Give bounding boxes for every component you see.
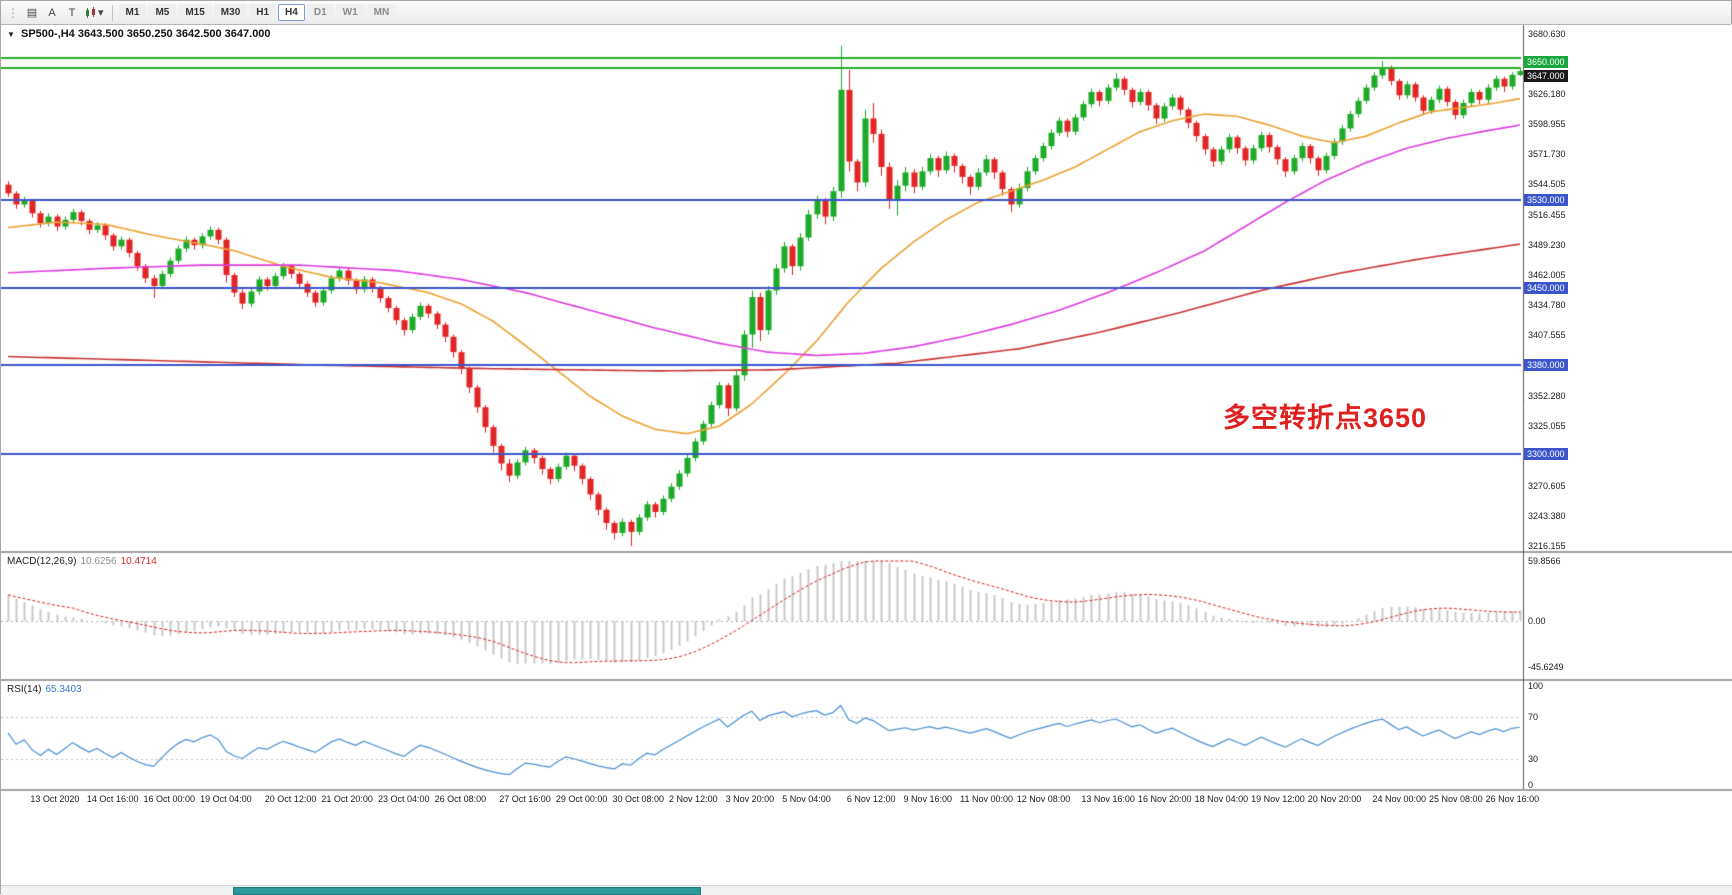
toolbar: ⋮ ▤ A T ▾ M1 M5 M15 M30 H1 H4 D1 W1 MN xyxy=(1,1,1731,25)
time-tick-label: 25 Nov 08:00 xyxy=(1429,794,1483,804)
rsi-value: 65.3403 xyxy=(45,684,82,695)
price-chart-canvas[interactable] xyxy=(1,24,1732,792)
rsi-indicator-label: RSI(14) 65.3403 xyxy=(7,684,82,695)
chevron-down-icon: ▾ xyxy=(98,7,104,19)
timeframe-button-m5[interactable]: M5 xyxy=(148,4,177,21)
timeframe-button-m1[interactable]: M1 xyxy=(118,4,147,21)
timeframe-button-h1[interactable]: H1 xyxy=(249,4,277,21)
symbol-period-label: SP500-,H4 xyxy=(20,28,75,40)
candlestick-chart-icon xyxy=(86,6,95,18)
time-tick-label: 16 Nov 20:00 xyxy=(1137,794,1192,804)
grid-icon: ▤ xyxy=(26,7,38,19)
macd-main-value: 10.6256 xyxy=(80,556,117,567)
chart-symbol-title: ▼ SP500-,H4 3643.500 3650.250 3642.500 3… xyxy=(7,28,271,40)
timeframe-button-m15[interactable]: M15 xyxy=(178,4,212,21)
time-tick-label: 23 Oct 04:00 xyxy=(377,794,430,804)
timeframe-button-m30[interactable]: M30 xyxy=(213,4,248,21)
time-tick-label: 30 Oct 08:00 xyxy=(612,794,664,804)
timeframe-button-mn[interactable]: MN xyxy=(366,4,397,21)
timeframe-button-h4[interactable]: H4 xyxy=(278,4,305,21)
chart-grid-button[interactable]: ▤ xyxy=(22,3,42,22)
time-tick-label: 27 Oct 16:00 xyxy=(499,794,551,804)
toolbar-separator xyxy=(111,4,113,21)
time-tick-label: 13 Oct 2020 xyxy=(30,794,80,804)
text-label-t-button[interactable]: T xyxy=(62,3,82,22)
annotation-text[interactable]: 多空转折点3650 xyxy=(1223,403,1428,433)
time-tick-label: 19 Nov 12:00 xyxy=(1251,794,1305,804)
macd-name: MACD(12,26,9) xyxy=(7,556,77,567)
timeframe-button-d1[interactable]: D1 xyxy=(306,4,334,21)
time-tick-label: 9 Nov 16:00 xyxy=(903,794,953,804)
chart-type-button[interactable]: ▾ xyxy=(82,3,107,22)
time-tick-label: 29 Oct 00:00 xyxy=(555,794,608,804)
time-tick-label: 2 Nov 12:00 xyxy=(669,794,718,804)
toolbar-grip-icon: ⋮ xyxy=(7,5,19,20)
time-tick-label: 18 Nov 04:00 xyxy=(1194,794,1249,804)
time-tick-label: 19 Oct 04:00 xyxy=(200,794,252,804)
time-tick-label: 5 Nov 04:00 xyxy=(782,794,831,804)
time-tick-label: 20 Oct 12:00 xyxy=(264,794,317,804)
letter-a-icon: A xyxy=(48,6,56,19)
time-tick-label: 14 Oct 16:00 xyxy=(86,794,139,804)
time-tick-label: 13 Nov 16:00 xyxy=(1081,794,1135,804)
macd-indicator-label: MACD(12,26,9) 10.6256 10.4714 xyxy=(7,556,157,567)
time-tick-label: 3 Nov 20:00 xyxy=(725,794,775,804)
text-label-a-button[interactable]: A xyxy=(42,3,62,22)
ohlc-values-label: 3643.500 3650.250 3642.500 3647.000 xyxy=(77,28,271,40)
collapse-caret-icon: ▼ xyxy=(7,30,15,39)
time-tick-label: 12 Nov 08:00 xyxy=(1016,794,1071,804)
rsi-name: RSI(14) xyxy=(7,684,42,695)
time-tick-label: 26 Nov 16:00 xyxy=(1485,794,1540,804)
time-tick-label: 21 Oct 20:00 xyxy=(321,794,373,804)
time-tick-label: 26 Oct 08:00 xyxy=(434,794,487,804)
time-tick-label: 6 Nov 12:00 xyxy=(846,794,896,804)
macd-signal-value: 10.4714 xyxy=(120,556,157,567)
time-tick-label: 20 Nov 20:00 xyxy=(1307,794,1362,804)
chart-area: ▼ SP500-,H4 3643.500 3650.250 3642.500 3… xyxy=(1,24,1732,895)
time-tick-label: 16 Oct 00:00 xyxy=(143,794,196,804)
timeframe-toolbar: M1 M5 M15 M30 H1 H4 D1 W1 MN xyxy=(118,4,398,21)
letter-t-icon: T xyxy=(68,6,76,19)
timeframe-button-w1[interactable]: W1 xyxy=(335,4,365,21)
time-tick-label: 24 Nov 00:00 xyxy=(1372,794,1426,804)
time-tick-label: 11 Nov 00:00 xyxy=(960,794,1013,804)
